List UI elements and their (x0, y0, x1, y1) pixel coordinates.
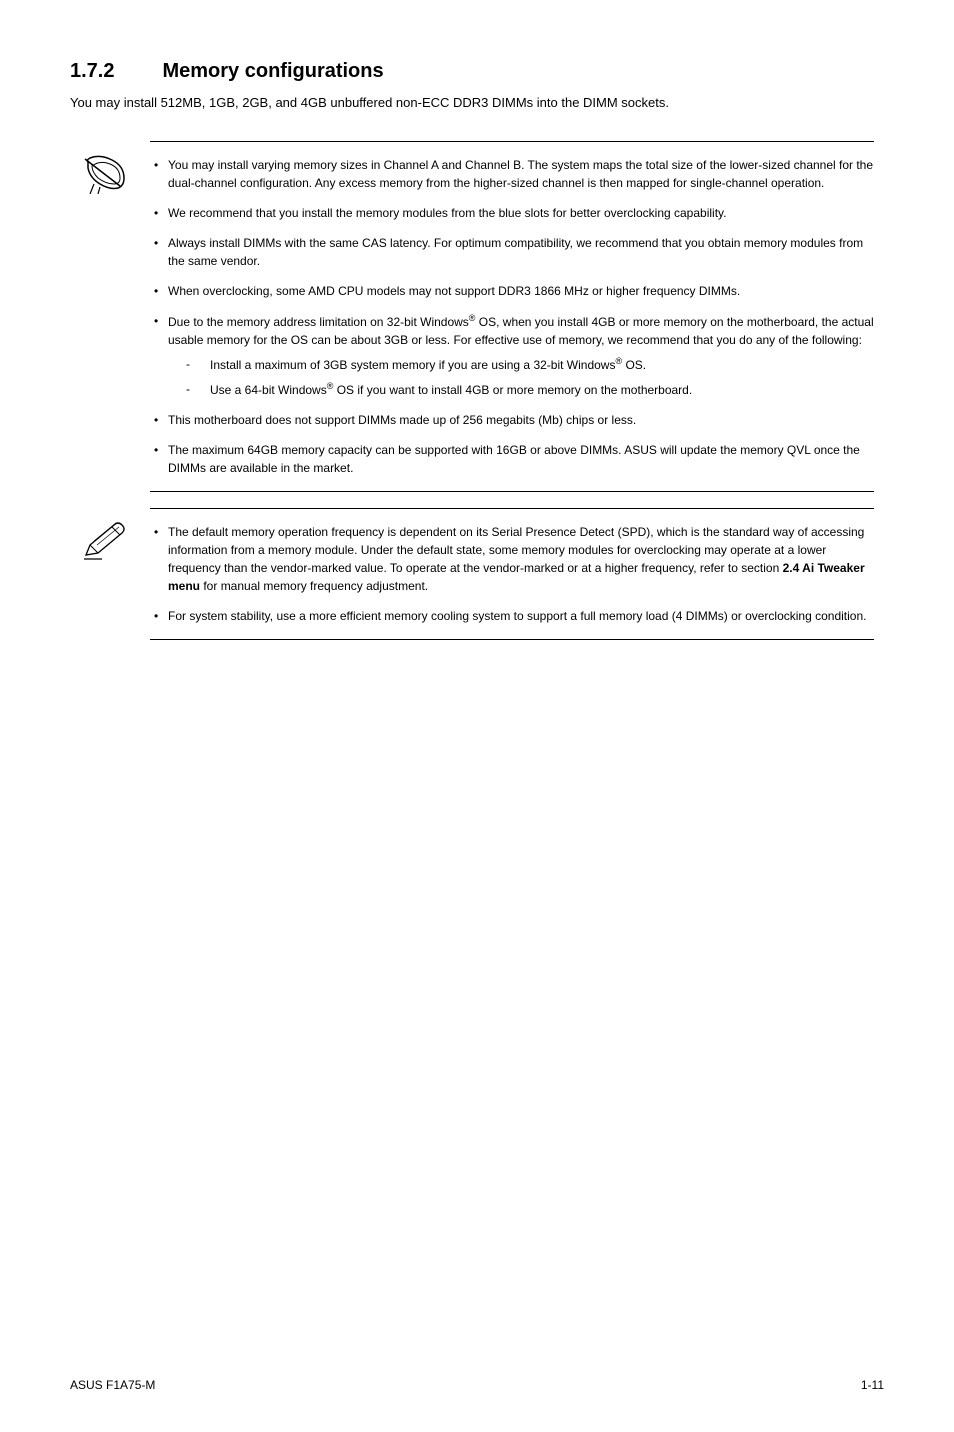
list-item: You may install varying memory sizes in … (150, 156, 874, 192)
sub-item-text-pre: Use a 64-bit Windows (210, 383, 327, 397)
list-item-text-pre: The default memory operation frequency i… (168, 525, 864, 575)
note-block-1: You may install varying memory sizes in … (150, 141, 874, 492)
note-2-list: The default memory operation frequency i… (150, 523, 874, 625)
footer-left: ASUS F1A75-M (70, 1378, 155, 1392)
sub-item-text-post: OS. (622, 358, 646, 372)
list-item: Always install DIMMs with the same CAS l… (150, 234, 874, 270)
list-item: This motherboard does not support DIMMs … (150, 411, 874, 429)
list-item: The default memory operation frequency i… (150, 523, 874, 595)
list-item-text: We recommend that you install the memory… (168, 206, 726, 220)
note-block-2: The default memory operation frequency i… (150, 508, 874, 640)
list-item: We recommend that you install the memory… (150, 204, 874, 222)
list-item-text: Always install DIMMs with the same CAS l… (168, 236, 863, 268)
list-item: Due to the memory address limitation on … (150, 312, 874, 399)
sub-item-text-post: OS if you want to install 4GB or more me… (333, 383, 692, 397)
list-item-text: The maximum 64GB memory capacity can be … (168, 443, 860, 475)
note-1-list: You may install varying memory sizes in … (150, 156, 874, 477)
pencil-icon (80, 521, 130, 561)
footer-right: 1-11 (861, 1378, 884, 1392)
list-item-text: You may install varying memory sizes in … (168, 158, 873, 190)
list-item-text: For system stability, use a more efficie… (168, 609, 866, 623)
sub-item-text-pre: Install a maximum of 3GB system memory i… (210, 358, 615, 372)
section-heading: 1.7.2 Memory configurations (70, 60, 884, 83)
list-item-text-post: for manual memory frequency adjustment. (200, 579, 428, 593)
list-item-text: When overclocking, some AMD CPU models m… (168, 284, 740, 298)
sub-item: Use a 64-bit Windows® OS if you want to … (168, 380, 874, 399)
page-footer: ASUS F1A75-M 1-11 (70, 1378, 884, 1392)
list-item: The maximum 64GB memory capacity can be … (150, 441, 874, 477)
section-title-text: Memory configurations (162, 60, 383, 82)
intro-paragraph: You may install 512MB, 1GB, 2GB, and 4GB… (70, 93, 884, 113)
list-item-text: This motherboard does not support DIMMs … (168, 413, 636, 427)
caution-icon (80, 154, 130, 194)
list-item-text-pre: Due to the memory address limitation on … (168, 315, 469, 329)
list-item: When overclocking, some AMD CPU models m… (150, 282, 874, 300)
sub-item: Install a maximum of 3GB system memory i… (168, 355, 874, 374)
list-item: For system stability, use a more efficie… (150, 607, 874, 625)
section-number: 1.7.2 (70, 60, 114, 83)
